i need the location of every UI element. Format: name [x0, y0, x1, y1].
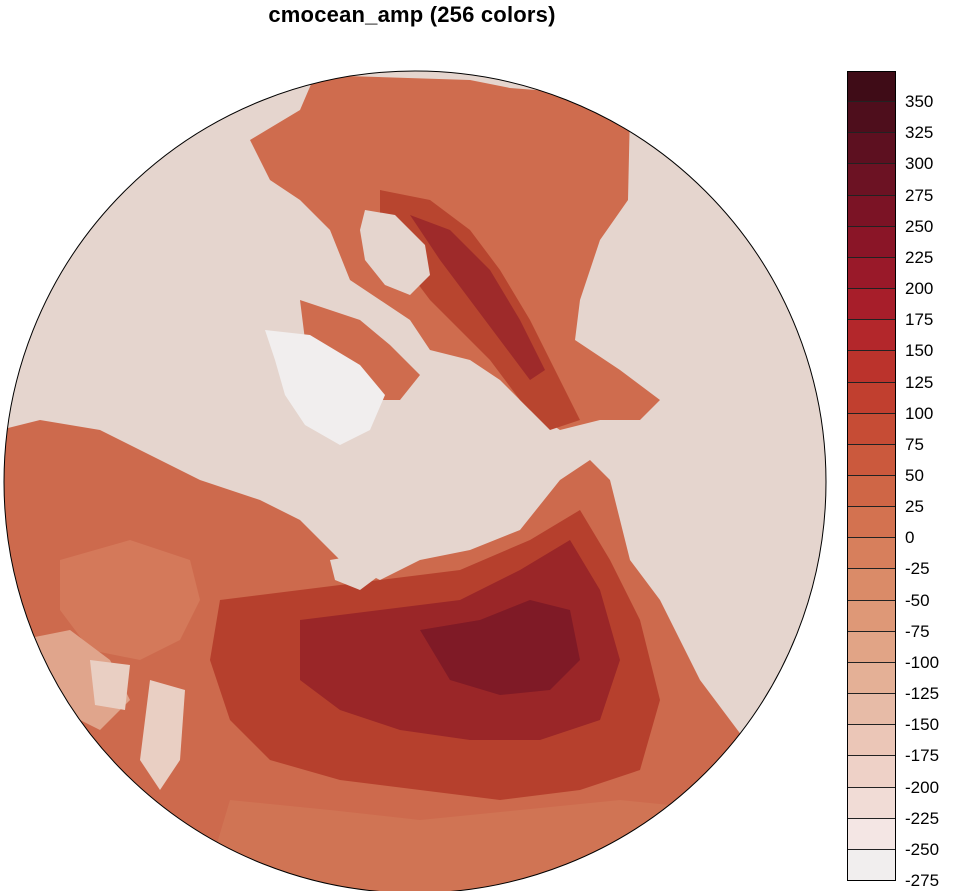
colorbar-segment: [847, 133, 896, 165]
colorbar-tick-label: 250: [905, 216, 934, 236]
region-north-america-hot: [410, 215, 545, 380]
colorbar-frame: [847, 71, 896, 881]
colorbar-tick-label: 275: [905, 185, 934, 205]
colorbar-tick-label: 175: [905, 310, 934, 330]
colorbar-segment: [847, 382, 896, 414]
region-east-europe: [60, 540, 200, 660]
colorbar-segment: [847, 102, 896, 134]
colorbar-tick-label: 0: [905, 528, 915, 548]
colorbar-segment: [847, 320, 896, 352]
hudson-bay: [360, 210, 430, 295]
colorbar-tick-label: -225: [905, 808, 940, 828]
colorbar-segment: [847, 476, 896, 508]
region-lower-eurasia: [200, 800, 826, 891]
pale-lake-2: [90, 660, 130, 710]
colorbar-tick-label: 325: [905, 123, 934, 143]
map-boundary: [3, 70, 827, 891]
colorbar-segment: [847, 538, 896, 570]
colorbar-tick-label: 100: [905, 403, 934, 423]
colorbar-segment: [847, 849, 896, 881]
colorbar-tick-label: 150: [905, 341, 934, 361]
colorbar-tick-label: 75: [905, 434, 924, 454]
region-siberia-hottest: [420, 600, 580, 695]
colorbar-tick-label: -25: [905, 559, 930, 579]
colorbar-segment: [847, 444, 896, 476]
white-sea-inlet: [330, 555, 380, 590]
colorbar-segment: [847, 631, 896, 663]
colorbar-tick-label: -150: [905, 715, 940, 735]
colorbar-tick-label: 25: [905, 497, 924, 517]
colorbar-segment: [847, 694, 896, 726]
colorbar-segment: [847, 756, 896, 788]
colorbar-tick-label: -200: [905, 777, 940, 797]
colorbar-segment: [847, 413, 896, 445]
pale-lake-1: [140, 680, 185, 790]
colorbar: [847, 71, 896, 881]
colorbar-tick-label: 125: [905, 372, 934, 392]
colorbar-segment: [847, 600, 896, 632]
colorbar-tick-label: 200: [905, 279, 934, 299]
greenland: [265, 330, 385, 445]
colorbar-tick-label: -75: [905, 621, 930, 641]
colorbar-tick-label: -175: [905, 746, 940, 766]
colorbar-tick-label: -275: [905, 871, 940, 890]
colorbar-tick-label: 350: [905, 92, 934, 112]
colorbar-tick-label: -50: [905, 590, 930, 610]
colorbar-tick-label: 300: [905, 154, 934, 174]
colorbar-tick-label: -100: [905, 652, 940, 672]
colorbar-tick-label: 50: [905, 466, 924, 485]
colorbar-tick-label: 225: [905, 247, 934, 267]
colorbar-segment: [847, 818, 896, 850]
arctic-islands: [300, 300, 420, 400]
chart-title: cmocean_amp (256 colors): [268, 2, 556, 27]
colorbar-tick-label: -250: [905, 839, 940, 859]
colorbar-tick-label: -125: [905, 684, 940, 704]
colorbar-segment: [847, 662, 896, 695]
